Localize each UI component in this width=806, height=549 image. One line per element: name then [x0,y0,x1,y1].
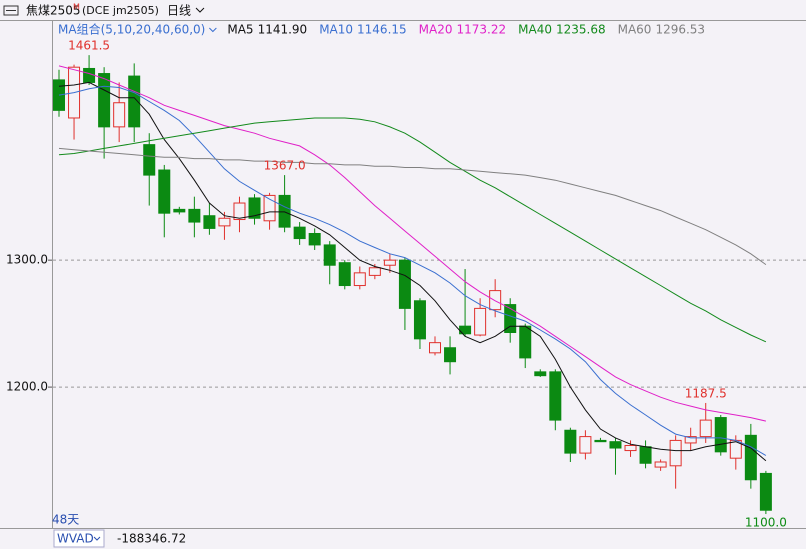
candle-body [53,79,65,111]
y-tick-label: 1200.0 [6,380,48,394]
candle-body [188,208,201,223]
candle-body [714,417,727,453]
candle-body [263,194,276,222]
candle-body [534,371,547,377]
candle-body [233,202,246,221]
candle-body [609,441,622,449]
candle-body [98,73,111,128]
period-chevron[interactable] [195,7,205,13]
candle-body [128,75,141,128]
indicator-name[interactable]: WVAD [57,532,94,546]
candle-body [489,290,502,311]
candle-body [654,461,667,468]
candle-body [158,169,171,214]
candle-body [218,217,231,227]
candle-body [594,439,607,443]
extreme-label: 1100.0 [745,516,787,530]
legend-title: MA组合(5,10,20,40,60,0) [58,22,205,37]
candle-body [429,342,441,354]
legend-value: 1173.22 [457,23,507,37]
candle-body [278,194,291,228]
legend-value: 1146.15 [357,23,407,37]
candle-body [353,272,366,287]
badge: M [73,3,80,12]
candle-body [759,472,772,511]
candle-body [549,371,562,421]
candle-body [579,436,592,454]
indicator-value: -188346.72 [117,532,186,546]
legend-value: 1296.53 [655,23,705,37]
legend-chevron[interactable] [209,27,217,33]
candle-body [383,259,396,266]
header-bar [0,0,806,20]
ma-line [58,85,767,456]
candle-body [684,436,697,444]
candle-body [413,300,426,340]
candle-body [203,215,216,229]
legend-name: MA20 [419,23,453,37]
candle-body [398,259,411,309]
candle-body [444,347,457,363]
candle-body [308,232,321,246]
candle-body [624,444,637,452]
ma-line [58,147,767,266]
legend-value: 1235.68 [556,23,606,37]
symbol: 焦煤2505 [26,4,81,18]
candle-body [474,307,487,336]
candle-body [113,102,126,128]
ma-line [58,117,767,343]
candle-body [504,304,517,334]
extreme-label: 1461.5 [68,39,110,53]
candle-body [368,267,381,276]
legend-value: 1141.90 [258,23,308,37]
candle-body [744,434,757,481]
candle-body [639,446,652,464]
legend-name: MA10 [319,23,353,37]
period[interactable]: 日线 [167,4,191,18]
legend-name: MA5 [227,23,253,37]
candle-body [338,262,351,287]
candle-body [293,226,306,240]
candle-body [564,429,577,454]
candle-body [248,197,261,219]
menu-icon[interactable] [3,5,19,16]
legend-name: MA40 [518,23,552,37]
period-count: 48天 [52,513,79,527]
candle-body [519,325,532,359]
ma-line [58,81,767,462]
code: (DCE jm2505) [82,4,159,17]
candle-body [323,244,336,266]
candle-body [143,144,156,176]
candle-body [669,439,682,467]
legend-name: MA60 [618,23,652,37]
extreme-label: 1187.5 [685,386,727,400]
candle-body [173,208,186,213]
ma-line [58,65,767,422]
y-tick-label: 1300.0 [6,253,48,267]
extreme-label: 1367.0 [264,159,306,173]
indicator-chevron[interactable] [93,536,101,541]
candle-body [699,419,712,438]
candle-body [83,67,96,83]
indicator-select[interactable] [53,529,105,548]
